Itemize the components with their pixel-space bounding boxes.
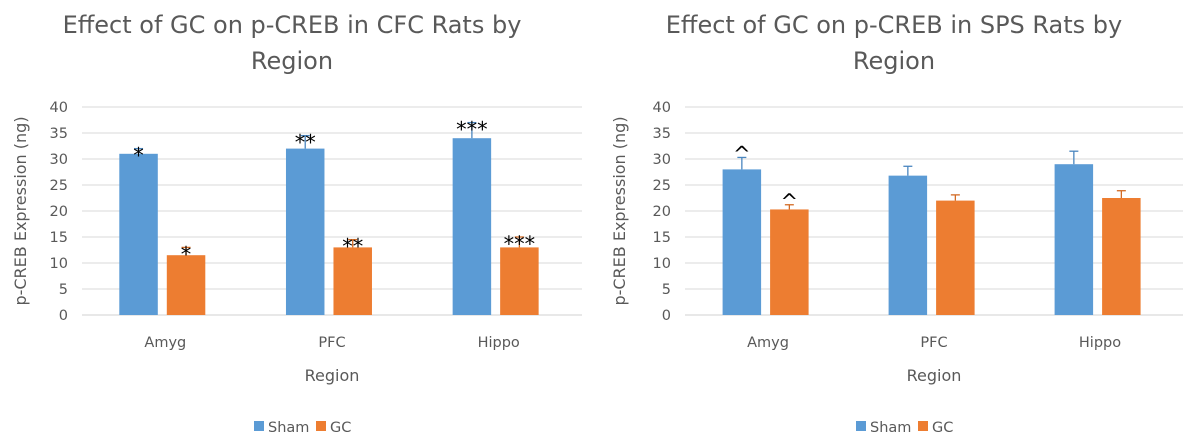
y-tick-label: 5 bbox=[59, 282, 68, 298]
chart-cfc: Effect of GC on p-CREB in CFC Rats by Reg… bbox=[11, 11, 582, 436]
y-tick-label: 0 bbox=[662, 308, 671, 324]
x-tick-label: PFC bbox=[920, 335, 947, 351]
significance-marker: ^ bbox=[781, 190, 799, 214]
chart-title-line: Region bbox=[853, 47, 935, 75]
legend-swatch bbox=[254, 421, 264, 431]
y-tick-label: 20 bbox=[50, 204, 68, 220]
chart-cfc-svg: Effect of GC on p-CREB in CFC Rats by Reg… bbox=[11, 11, 582, 436]
chart-sps-svg: Effect of GC on p-CREB in SPS Rats by Reg… bbox=[610, 11, 1183, 436]
y-tick-label: 25 bbox=[653, 178, 671, 194]
y-tick-label: 30 bbox=[50, 152, 68, 168]
significance-marker: * bbox=[181, 242, 192, 266]
x-tick-label: Amyg bbox=[144, 335, 186, 351]
x-tick-label: PFC bbox=[318, 335, 345, 351]
legend-swatch bbox=[316, 421, 326, 431]
y-tick-label: 15 bbox=[50, 230, 68, 246]
y-axis-label: p-CREB Expression (ng) bbox=[610, 116, 629, 305]
y-tick-label: 20 bbox=[653, 204, 671, 220]
bar bbox=[333, 247, 372, 315]
bar bbox=[770, 209, 809, 315]
chart-sps: Effect of GC on p-CREB in SPS Rats by Reg… bbox=[599, 0, 1198, 440]
y-tick-label: 25 bbox=[50, 178, 68, 194]
y-tick-label: 35 bbox=[50, 126, 68, 142]
bar bbox=[500, 247, 539, 315]
y-tick-label: 30 bbox=[653, 152, 671, 168]
significance-marker: *** bbox=[504, 232, 536, 256]
y-tick-label: 15 bbox=[653, 230, 671, 246]
legend-label: GC bbox=[932, 420, 953, 436]
x-tick-label: Amyg bbox=[747, 335, 789, 351]
bar bbox=[452, 138, 492, 315]
significance-marker: ^ bbox=[733, 142, 751, 166]
significance-marker: ** bbox=[295, 131, 316, 155]
chart-title-line: Effect of GC on p-CREB in SPS Rats by bbox=[666, 11, 1122, 39]
x-axis-label: Region bbox=[907, 366, 962, 385]
legend-label: Sham bbox=[870, 420, 911, 436]
bar bbox=[119, 153, 158, 315]
y-tick-label: 5 bbox=[662, 282, 671, 298]
legend-label: GC bbox=[330, 420, 351, 436]
y-tick-label: 40 bbox=[653, 100, 671, 116]
significance-marker: * bbox=[133, 144, 144, 168]
bar bbox=[285, 148, 325, 315]
chart-title-line: Effect of GC on p-CREB in CFC Rats by bbox=[63, 11, 522, 39]
significance-marker: *** bbox=[456, 118, 488, 142]
y-tick-label: 10 bbox=[653, 256, 671, 272]
significance-marker: ** bbox=[342, 235, 363, 259]
x-axis-label: Region bbox=[305, 366, 360, 385]
y-tick-label: 0 bbox=[59, 308, 68, 324]
legend-label: Sham bbox=[268, 420, 309, 436]
bar bbox=[722, 169, 762, 315]
bar bbox=[1054, 164, 1094, 315]
bar bbox=[166, 255, 206, 315]
x-tick-label: Hippo bbox=[478, 335, 520, 351]
legend-swatch bbox=[918, 421, 928, 431]
bar bbox=[888, 175, 928, 315]
legend-swatch bbox=[856, 421, 866, 431]
y-tick-label: 10 bbox=[50, 256, 68, 272]
y-tick-label: 40 bbox=[50, 100, 68, 116]
y-axis-label: p-CREB Expression (ng) bbox=[11, 116, 30, 305]
x-tick-label: Hippo bbox=[1079, 335, 1121, 351]
bar bbox=[1102, 198, 1141, 315]
chart-title-line: Region bbox=[251, 47, 333, 75]
bar bbox=[936, 200, 975, 315]
y-tick-label: 35 bbox=[653, 126, 671, 142]
